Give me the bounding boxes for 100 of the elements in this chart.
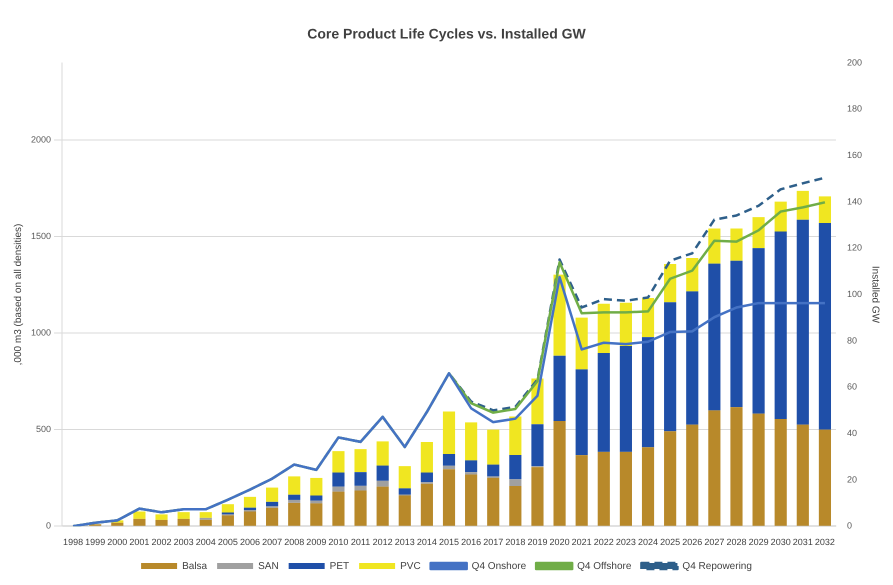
bar: [398, 488, 411, 495]
bar: [730, 260, 743, 408]
x-tick-label: 2029: [748, 537, 769, 548]
legend-label: Q4 Repowering: [682, 560, 752, 572]
bar: [465, 460, 478, 472]
x-tick-label: 1999: [85, 537, 106, 548]
legend-label: Balsa: [182, 560, 208, 572]
x-tick-label: 2000: [107, 537, 128, 548]
bar: [598, 452, 610, 526]
bar: [222, 515, 234, 526]
bar: [686, 291, 698, 425]
y2-tick-label: 80: [846, 335, 857, 346]
bar: [664, 302, 676, 432]
legend-label: Q4 Offshore: [577, 560, 632, 572]
bar: [818, 196, 832, 224]
bar: [642, 337, 654, 448]
bar: [576, 369, 588, 456]
bar: [222, 504, 234, 512]
bar: [288, 494, 300, 500]
x-tick-label: 2014: [416, 537, 437, 548]
legend-label: Q4 Onshore: [472, 560, 527, 572]
y2-tick-label: 140: [846, 196, 862, 206]
bar: [266, 502, 278, 506]
x-tick-label: 2021: [572, 537, 592, 548]
legend-label: PVC: [400, 560, 421, 572]
y-tick-label: 1000: [30, 328, 52, 338]
bar: [509, 479, 522, 486]
bar: [332, 492, 345, 526]
bar: [332, 486, 345, 492]
bar: [620, 346, 632, 452]
y2-tick-label: 0: [846, 520, 852, 531]
x-tick-label: 2017: [483, 537, 504, 548]
y-tick-label: 500: [36, 424, 52, 434]
bar: [487, 430, 500, 465]
x-tick-label: 2020: [550, 537, 570, 548]
bar: [332, 472, 345, 487]
bar: [730, 407, 743, 526]
y-tick-label: 1500: [30, 231, 52, 242]
bar: [178, 518, 190, 526]
bar: [244, 496, 256, 508]
y2-tick-label: 100: [846, 288, 862, 299]
bar: [354, 449, 367, 472]
bar: [354, 472, 367, 486]
bar: [818, 223, 832, 430]
bar: [376, 466, 389, 481]
bar: [664, 431, 676, 526]
bar: [310, 478, 322, 496]
bar: [266, 508, 278, 526]
bar: [796, 424, 809, 526]
y2-tick-label: 120: [846, 242, 862, 253]
bar: [354, 486, 367, 490]
y2-tick-label: 200: [846, 57, 862, 68]
y-tick-label: 0: [46, 520, 52, 531]
bar: [376, 441, 389, 466]
bar: [442, 454, 456, 466]
y-tick-label: 2000: [30, 134, 52, 145]
bar: [155, 514, 168, 520]
bar: [288, 500, 300, 503]
bar: [531, 467, 544, 526]
x-tick-label: 2023: [616, 537, 636, 548]
bar: [553, 420, 566, 526]
x-tick-label: 2011: [350, 537, 370, 548]
bar: [509, 486, 522, 526]
bar: [398, 496, 411, 526]
bar: [200, 512, 212, 518]
bar: [774, 232, 787, 420]
bar: [487, 478, 500, 526]
x-tick-label: 2003: [174, 537, 194, 548]
y2-tick-label: 40: [846, 428, 857, 438]
bar: [576, 455, 588, 526]
bar: [509, 454, 522, 480]
bar: [598, 353, 610, 452]
y-axis-title: ,000 m3 (based on all densities): [12, 224, 24, 366]
bar: [310, 503, 322, 526]
legend-label: SAN: [258, 560, 279, 572]
bar: [553, 356, 566, 421]
bar: [376, 480, 389, 487]
x-tick-label: 2012: [372, 537, 393, 548]
x-tick-label: 2025: [660, 537, 680, 548]
legend-label: PET: [330, 560, 350, 572]
bar: [708, 410, 720, 526]
bar: [155, 520, 168, 526]
x-tick-label: 2008: [284, 537, 304, 548]
bar: [620, 452, 632, 526]
bar: [244, 512, 256, 526]
bar: [310, 500, 322, 504]
bar: [465, 422, 478, 460]
x-tick-label: 2019: [527, 537, 548, 548]
x-tick-label: 2009: [306, 537, 326, 548]
bar: [598, 304, 610, 354]
bar: [111, 522, 124, 526]
bar: [288, 476, 300, 495]
bar: [774, 419, 787, 526]
x-tick-label: 2010: [328, 537, 348, 548]
bar: [288, 502, 300, 526]
x-tick-label: 2027: [704, 537, 724, 548]
x-tick-label: 2006: [240, 537, 260, 548]
x-tick-label: 2032: [814, 537, 835, 548]
y2-tick-label: 180: [846, 104, 862, 114]
bar: [730, 228, 743, 261]
